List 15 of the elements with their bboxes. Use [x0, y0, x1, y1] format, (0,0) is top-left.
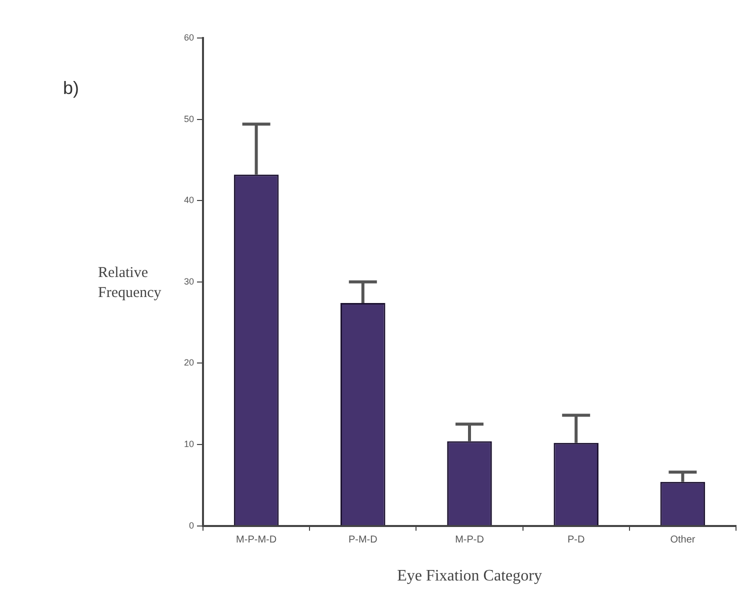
x-axis-title: Eye Fixation Category — [397, 568, 542, 585]
y-tick-label: 60 — [184, 32, 194, 42]
y-tick-label: 20 — [184, 358, 194, 368]
x-tick-label: P-D — [567, 534, 585, 546]
y-tick-label: 0 — [188, 520, 194, 530]
x-tick-label: M-P-D — [455, 534, 484, 546]
x-tick-label: M-P-M-D — [236, 534, 277, 546]
x-tick-label: P-M-D — [348, 534, 378, 546]
y-tick-label: 10 — [184, 438, 194, 449]
y-tick-label: 30 — [184, 276, 194, 286]
x-tick-label: Other — [670, 534, 696, 546]
y-tick-label: 40 — [184, 195, 194, 206]
y-tick-label: 50 — [184, 114, 194, 124]
y-axis-title: Relative Frequency — [98, 265, 162, 301]
text: b) — [63, 78, 80, 99]
